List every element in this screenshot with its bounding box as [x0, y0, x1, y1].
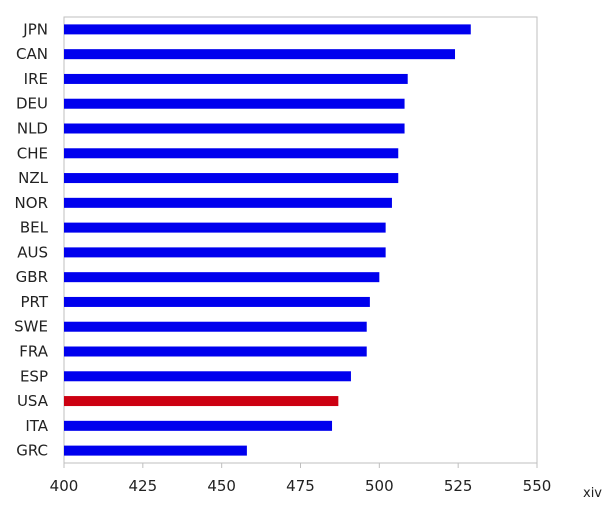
category-label-aus: AUS	[17, 243, 48, 261]
x-tick-label-450: 450	[207, 477, 236, 495]
x-tick-label-475: 475	[286, 477, 315, 495]
category-label-prt: PRT	[20, 293, 48, 311]
bar-nor	[64, 197, 392, 208]
category-label-ita: ITA	[25, 417, 48, 435]
bar-jpn	[64, 24, 471, 35]
category-label-jpn: JPN	[22, 20, 48, 38]
category-label-gbr: GBR	[16, 268, 48, 286]
category-label-nor: NOR	[15, 194, 48, 212]
bars-group	[64, 24, 471, 456]
bar-ita	[64, 420, 333, 431]
bar-nld	[64, 123, 405, 134]
category-label-deu: DEU	[16, 95, 48, 113]
bar-bel	[64, 222, 386, 233]
bar-ire	[64, 73, 408, 84]
category-label-grc: GRC	[16, 442, 48, 460]
bar-prt	[64, 296, 370, 307]
page-number: xiv	[583, 486, 602, 501]
category-label-bel: BEL	[20, 219, 49, 237]
x-tick-label-500: 500	[365, 477, 394, 495]
bar-swe	[64, 321, 367, 332]
category-label-can: CAN	[16, 45, 48, 63]
category-label-nld: NLD	[17, 120, 48, 138]
category-label-usa: USA	[17, 392, 49, 410]
bar-usa	[64, 396, 339, 407]
bar-esp	[64, 371, 351, 382]
category-label-esp: ESP	[20, 367, 48, 385]
category-label-nzl: NZL	[18, 169, 48, 187]
category-label-fra: FRA	[19, 343, 48, 361]
category-label-ire: IRE	[24, 70, 48, 88]
x-tick-label-550: 550	[523, 477, 552, 495]
bar-can	[64, 49, 456, 60]
bar-grc	[64, 445, 247, 456]
category-label-swe: SWE	[14, 318, 48, 336]
bar-aus	[64, 247, 386, 258]
x-tick-label-400: 400	[50, 477, 79, 495]
x-axis-ticks-group: 400 425 450 475 500 525 550	[50, 463, 552, 495]
x-tick-label-525: 525	[444, 477, 473, 495]
bar-che	[64, 148, 399, 159]
category-label-che: CHE	[17, 144, 48, 162]
category-labels-group: JPN CAN IRE DEU NLD CHE NZL NOR BEL AUS GBR PRT SWE F…	[14, 20, 49, 459]
bar-deu	[64, 98, 405, 109]
x-tick-label-425: 425	[129, 477, 158, 495]
bar-nzl	[64, 173, 399, 184]
bar-gbr	[64, 272, 380, 283]
bar-fra	[64, 346, 367, 357]
